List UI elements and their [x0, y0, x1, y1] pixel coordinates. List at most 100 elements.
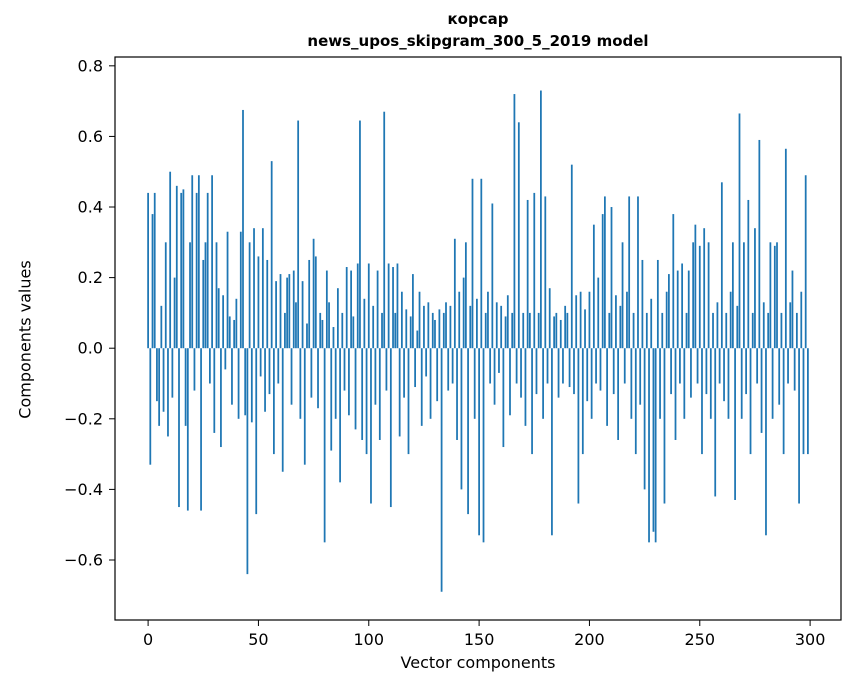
bar	[782, 348, 785, 455]
bar	[743, 242, 745, 349]
bar	[736, 305, 739, 349]
bar	[328, 302, 330, 349]
bar	[383, 111, 386, 349]
bar	[643, 348, 646, 490]
bar	[551, 348, 553, 536]
y-tick-label: −0.2	[64, 409, 103, 428]
bar	[405, 309, 408, 349]
bar	[257, 256, 260, 349]
bar	[533, 192, 536, 349]
bar	[414, 348, 416, 388]
bar	[645, 312, 648, 349]
bar	[312, 238, 315, 349]
bar	[261, 228, 264, 349]
bar	[778, 348, 781, 405]
bar	[471, 178, 474, 349]
bar	[330, 348, 333, 451]
bar	[237, 348, 240, 419]
bar	[489, 348, 492, 384]
bar	[284, 312, 286, 349]
y-tick-label: 0.6	[78, 127, 103, 146]
bar	[365, 348, 368, 455]
bar	[224, 348, 227, 370]
bar	[469, 305, 472, 349]
bar	[791, 270, 794, 349]
bar	[147, 192, 149, 349]
bar	[493, 348, 496, 405]
bar	[345, 267, 348, 349]
bar	[723, 348, 725, 402]
bar	[546, 348, 549, 384]
bar	[729, 291, 732, 349]
bar	[451, 348, 454, 384]
bar	[350, 270, 352, 349]
y-tick-label: −0.4	[64, 480, 103, 499]
bar	[727, 348, 730, 419]
bar	[164, 242, 167, 349]
bar	[209, 348, 211, 384]
bar	[765, 348, 767, 536]
bar	[586, 348, 589, 402]
bar	[584, 309, 586, 349]
bar	[158, 348, 161, 426]
bar	[244, 348, 247, 416]
bar	[566, 312, 569, 349]
x-tick-label: 200	[574, 630, 605, 649]
bar	[268, 348, 271, 395]
bar	[453, 238, 456, 349]
bar	[367, 263, 370, 349]
bar	[363, 298, 366, 349]
bar	[235, 298, 238, 349]
bar	[498, 348, 500, 373]
bar	[323, 348, 326, 543]
y-tick-label: 0.2	[78, 268, 103, 287]
bar	[160, 305, 163, 349]
x-tick-label: 300	[795, 630, 826, 649]
bar	[378, 348, 381, 440]
bar	[555, 312, 558, 349]
bar	[464, 242, 467, 349]
bar	[197, 175, 200, 349]
bar	[780, 312, 783, 349]
bar	[630, 348, 633, 419]
bar	[798, 348, 800, 504]
bar	[694, 224, 697, 349]
bar	[400, 291, 403, 349]
bar	[191, 175, 194, 349]
bar	[420, 348, 423, 426]
bar	[270, 161, 273, 349]
bar	[542, 348, 544, 419]
bar	[588, 291, 591, 349]
bar	[506, 295, 509, 349]
bar	[487, 291, 489, 349]
bar	[447, 348, 450, 391]
bar	[698, 245, 701, 349]
bar	[273, 348, 275, 455]
bar	[641, 259, 644, 349]
bar	[184, 348, 187, 426]
chart-title: корсар news_upos_skipgram_300_5_2019 mod…	[115, 8, 841, 52]
chart-title-model: news_upos_skipgram_300_5_2019 model	[307, 32, 649, 50]
bar	[626, 291, 628, 349]
bar	[186, 348, 189, 511]
bar	[575, 295, 578, 349]
bar	[460, 348, 463, 490]
bar	[217, 288, 220, 349]
bar	[604, 196, 606, 349]
bar	[151, 214, 154, 349]
bar	[423, 305, 425, 349]
bar	[601, 214, 604, 349]
bar	[449, 305, 452, 349]
bar	[317, 348, 319, 409]
bar	[592, 224, 595, 349]
bar	[802, 348, 805, 455]
y-tick-label: 0.8	[78, 56, 103, 75]
bar	[654, 348, 657, 543]
bar	[615, 295, 617, 349]
bar	[544, 196, 547, 349]
bar	[714, 348, 717, 497]
bar	[725, 312, 728, 349]
bar	[758, 139, 761, 349]
bar	[359, 120, 361, 349]
